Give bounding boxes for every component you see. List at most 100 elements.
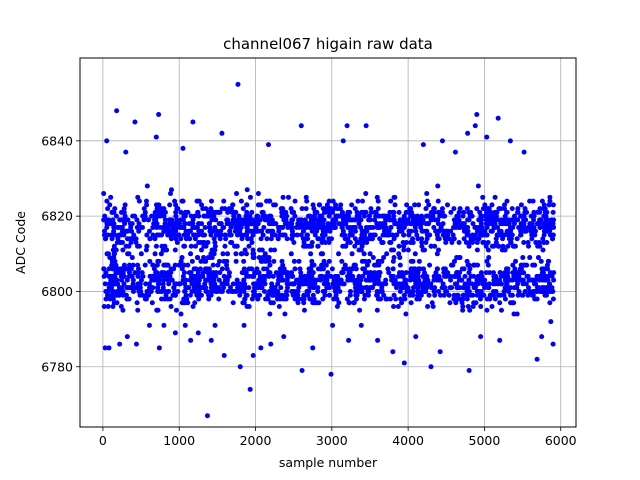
data-point: [315, 285, 321, 291]
data-point: [125, 251, 131, 257]
data-point: [487, 296, 493, 302]
data-point: [192, 224, 198, 230]
data-point: [108, 277, 114, 283]
data-point: [340, 228, 346, 234]
data-point: [246, 228, 252, 234]
data-point: [499, 217, 505, 223]
data-point: [242, 296, 248, 302]
data-point: [242, 217, 248, 223]
data-point: [101, 304, 107, 310]
data-point: [390, 349, 396, 355]
data-point: [541, 228, 547, 234]
data-point: [477, 209, 483, 215]
data-point: [511, 213, 517, 219]
data-point: [242, 247, 248, 253]
data-point: [332, 281, 338, 287]
data-point: [354, 277, 360, 283]
data-point: [226, 270, 232, 276]
data-point: [330, 322, 336, 328]
data-point: [104, 221, 110, 227]
data-point: [466, 277, 472, 283]
data-point: [257, 217, 263, 223]
data-point: [262, 288, 268, 294]
data-point: [310, 345, 316, 351]
data-point: [196, 288, 202, 294]
data-point: [273, 270, 279, 276]
data-point: [109, 262, 115, 268]
data-point: [270, 273, 276, 279]
data-point: [142, 209, 148, 215]
data-point: [447, 285, 453, 291]
data-point: [395, 304, 401, 310]
data-point: [509, 206, 515, 212]
data-point: [213, 273, 219, 279]
data-point: [435, 217, 441, 223]
data-point: [454, 285, 460, 291]
data-point: [124, 334, 130, 340]
data-point: [144, 183, 150, 189]
data-point: [315, 236, 321, 242]
data-point: [442, 270, 448, 276]
data-point: [438, 292, 444, 298]
data-point: [154, 224, 160, 230]
data-point: [272, 285, 278, 291]
data-point: [233, 209, 239, 215]
data-point: [166, 281, 172, 287]
data-point: [459, 300, 465, 306]
data-point: [161, 206, 167, 212]
data-point: [276, 224, 282, 230]
data-point: [454, 270, 460, 276]
data-point: [235, 228, 241, 234]
data-point: [126, 243, 132, 249]
data-point: [345, 213, 351, 219]
data-point: [419, 213, 425, 219]
data-point: [440, 281, 446, 287]
data-point: [494, 232, 500, 238]
data-point: [544, 209, 550, 215]
data-point: [192, 236, 198, 242]
data-point: [101, 232, 107, 238]
y-tick-label: 6820: [41, 209, 73, 224]
data-point: [301, 240, 307, 245]
data-point: [178, 311, 184, 317]
data-point: [228, 232, 234, 238]
data-point: [192, 300, 198, 306]
data-point: [266, 221, 272, 227]
data-point: [188, 243, 194, 249]
data-point: [450, 262, 456, 268]
data-point: [135, 273, 141, 279]
data-point: [480, 281, 486, 287]
data-point: [515, 206, 521, 212]
data-point: [410, 258, 416, 264]
data-point: [111, 228, 117, 234]
data-point: [381, 292, 387, 298]
data-point: [105, 292, 111, 298]
data-point: [120, 240, 126, 245]
data-point: [432, 292, 438, 298]
data-point: [274, 296, 280, 302]
data-point: [237, 292, 243, 298]
data-point: [263, 273, 269, 279]
data-point: [493, 213, 499, 219]
data-point: [366, 277, 372, 283]
data-point: [216, 258, 222, 264]
data-point: [408, 300, 414, 306]
data-point: [370, 255, 376, 261]
data-point: [212, 243, 218, 249]
data-point: [128, 240, 134, 245]
data-point: [154, 307, 160, 313]
data-point: [484, 258, 490, 264]
data-point: [164, 247, 170, 253]
data-point: [212, 240, 218, 245]
data-point: [136, 243, 142, 249]
data-point: [352, 224, 358, 230]
data-point: [469, 232, 475, 238]
data-point: [160, 281, 166, 287]
data-point: [322, 209, 328, 215]
data-point: [495, 281, 501, 287]
data-point: [428, 209, 434, 215]
data-point: [135, 194, 141, 200]
data-point: [401, 247, 407, 253]
data-point: [115, 292, 121, 298]
data-point: [199, 221, 205, 227]
